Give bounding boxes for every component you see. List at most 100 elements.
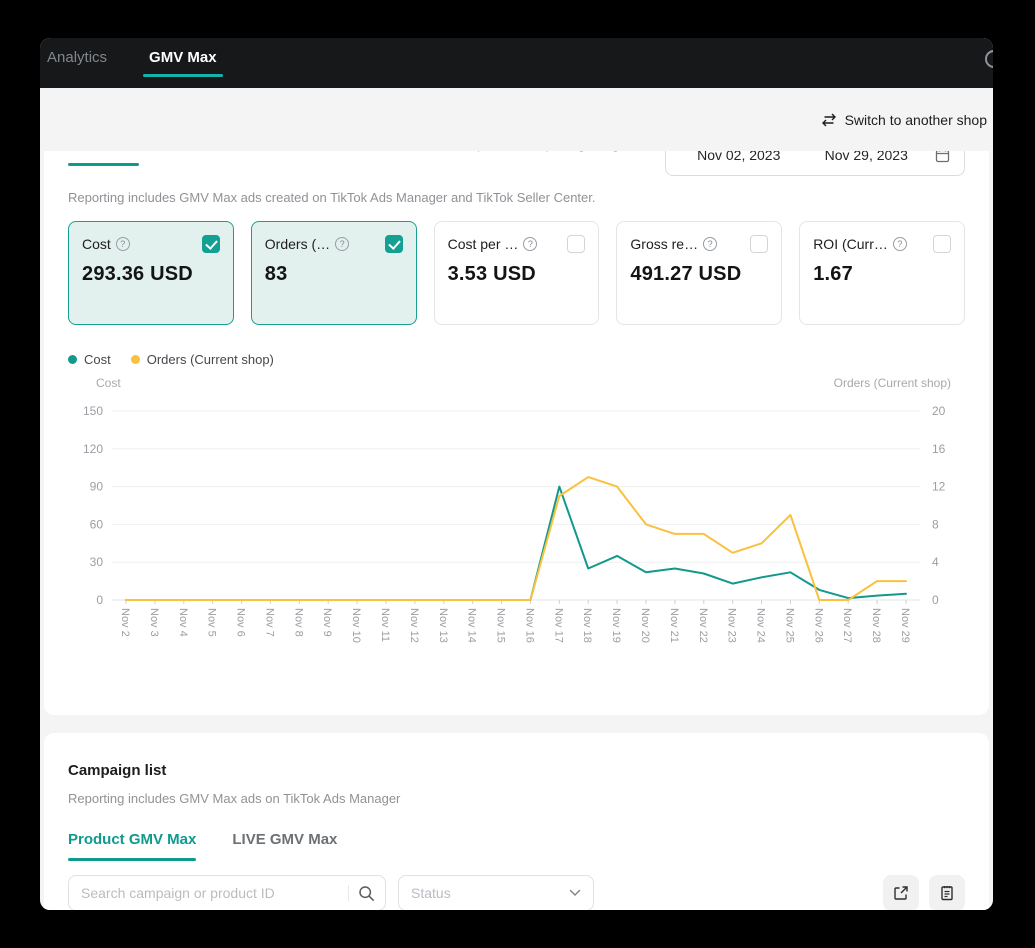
metric-card-cost[interactable]: Cost ? 293.36 USD bbox=[68, 221, 234, 325]
date-end: Nov 29, 2023 bbox=[824, 151, 908, 163]
svg-text:Nov 7: Nov 7 bbox=[263, 608, 275, 637]
help-icon[interactable]: ? bbox=[115, 237, 130, 251]
overview-tab-indicator bbox=[68, 163, 140, 166]
legend-item-orders[interactable]: Orders (Current shop) bbox=[130, 352, 274, 367]
metric-value: 3.53 USD bbox=[447, 263, 536, 285]
svg-text:Nov 22: Nov 22 bbox=[697, 608, 709, 643]
svg-text:30: 30 bbox=[90, 555, 104, 569]
tab-indicator bbox=[232, 858, 337, 861]
tab-overview[interactable]: Overview bbox=[68, 151, 140, 166]
overview-subtitle: Reporting includes GMV Max ads created o… bbox=[68, 190, 596, 205]
status-select[interactable]: Status bbox=[398, 875, 594, 910]
help-icon[interactable]: ? bbox=[523, 237, 538, 251]
metric-checkbox[interactable] bbox=[932, 235, 951, 253]
help-icon[interactable]: ? bbox=[335, 237, 350, 251]
report-button[interactable] bbox=[929, 875, 965, 910]
date-range-picker[interactable]: Nov 02, 2023 Nov 29, 2023 bbox=[665, 151, 965, 176]
metric-checkbox[interactable] bbox=[201, 235, 220, 253]
svg-text:Nov 23: Nov 23 bbox=[726, 608, 738, 643]
svg-text:Nov 19: Nov 19 bbox=[610, 608, 622, 643]
legend-dot-teal bbox=[68, 355, 77, 364]
metric-label: Gross re… bbox=[630, 236, 699, 252]
status-placeholder: Status bbox=[411, 885, 451, 901]
svg-text:16: 16 bbox=[932, 442, 946, 456]
legend-dot-yellow bbox=[130, 355, 140, 364]
campaign-search[interactable] bbox=[68, 875, 386, 910]
page-content: Overview (UTC+08:00) Hong Kong Time Nov … bbox=[40, 151, 993, 910]
clipped-profile-icon bbox=[985, 50, 993, 68]
campaign-tabs: Product GMV Max LIVE GMV Max bbox=[68, 830, 965, 861]
svg-text:150: 150 bbox=[83, 404, 103, 418]
switch-shop-label: Switch to another shop bbox=[844, 111, 987, 128]
svg-text:Nov 28: Nov 28 bbox=[870, 608, 882, 643]
timezone-label: (UTC+08:00) Hong Kong Time bbox=[475, 151, 651, 156]
svg-text:Nov 2: Nov 2 bbox=[119, 608, 131, 637]
svg-text:Nov 14: Nov 14 bbox=[466, 608, 478, 643]
svg-text:Nov 24: Nov 24 bbox=[755, 608, 767, 643]
svg-text:20: 20 bbox=[932, 404, 946, 418]
svg-text:Nov 4: Nov 4 bbox=[177, 608, 189, 637]
metric-checkbox[interactable] bbox=[384, 235, 403, 253]
svg-text:Nov 8: Nov 8 bbox=[292, 608, 304, 637]
metric-value: 1.67 bbox=[813, 263, 853, 285]
shop-toolbar: Switch to another shop bbox=[40, 88, 993, 151]
metric-checkbox[interactable] bbox=[750, 235, 769, 253]
legend-label: Cost bbox=[84, 352, 111, 367]
svg-text:120: 120 bbox=[83, 442, 103, 456]
app-header: Analytics GMV Max bbox=[40, 38, 993, 88]
campaign-list-card: Campaign list Reporting includes GMV Max… bbox=[44, 733, 989, 910]
swap-arrows-icon bbox=[821, 113, 836, 126]
svg-text:Nov 9: Nov 9 bbox=[321, 608, 333, 637]
calendar-icon bbox=[935, 151, 950, 162]
right-axis-title: Orders (Current shop) bbox=[833, 376, 951, 390]
metric-value: 491.27 USD bbox=[630, 263, 742, 285]
metric-label: Cost per … bbox=[447, 236, 519, 252]
metric-card-orders[interactable]: Orders (… ? 83 bbox=[250, 221, 417, 325]
svg-text:Nov 18: Nov 18 bbox=[581, 608, 593, 643]
tab-product-gmv-max[interactable]: Product GMV Max bbox=[68, 830, 197, 861]
left-axis-title: Cost bbox=[96, 376, 121, 390]
help-icon[interactable]: ? bbox=[892, 237, 907, 251]
tab-gmv-max-label: GMV Max bbox=[149, 49, 217, 66]
svg-text:Nov 29: Nov 29 bbox=[899, 608, 911, 643]
line-chart: 0 0 30 4 60 8 90 12 120 16 150 20 Nov 2 Nov 3 Nov 4 Nov… bbox=[68, 392, 965, 653]
tab-gmv-max[interactable]: GMV Max bbox=[143, 38, 223, 88]
tab-live-gmv-max[interactable]: LIVE GMV Max bbox=[232, 830, 337, 861]
svg-text:Nov 17: Nov 17 bbox=[552, 608, 564, 643]
svg-text:Nov 12: Nov 12 bbox=[408, 608, 420, 643]
divider bbox=[348, 885, 349, 901]
clipboard-icon bbox=[941, 886, 953, 901]
svg-text:60: 60 bbox=[90, 517, 104, 531]
metric-value: 293.36 USD bbox=[82, 263, 193, 285]
help-icon[interactable]: ? bbox=[703, 237, 718, 251]
metric-checkbox[interactable] bbox=[567, 235, 586, 253]
tab-analytics[interactable]: Analytics bbox=[41, 38, 113, 88]
tab-label: LIVE GMV Max bbox=[232, 831, 338, 848]
app-window: Analytics GMV Max Switch to another shop… bbox=[40, 38, 993, 910]
chart-legend: Cost Orders (Current shop) bbox=[68, 352, 965, 367]
svg-text:4: 4 bbox=[932, 555, 939, 569]
switch-shop-button[interactable]: Switch to another shop bbox=[821, 112, 987, 128]
svg-text:0: 0 bbox=[96, 593, 103, 607]
metric-card-gross-revenue[interactable]: Gross re… ? 491.27 USD bbox=[616, 221, 783, 325]
svg-text:Nov 15: Nov 15 bbox=[495, 608, 507, 643]
export-button[interactable] bbox=[883, 875, 919, 910]
metric-card-cost-per-order[interactable]: Cost per … ? 3.53 USD bbox=[433, 221, 600, 325]
export-icon bbox=[894, 886, 908, 900]
tab-analytics-label: Analytics bbox=[47, 49, 108, 66]
overview-tab-label: Overview bbox=[68, 151, 139, 156]
date-start: Nov 02, 2023 bbox=[697, 151, 781, 163]
svg-text:Nov 10: Nov 10 bbox=[350, 608, 362, 643]
svg-text:0: 0 bbox=[932, 593, 939, 607]
metric-label: ROI (Curr… bbox=[813, 236, 888, 252]
svg-text:12: 12 bbox=[932, 480, 946, 494]
svg-text:Nov 5: Nov 5 bbox=[206, 608, 218, 637]
legend-item-cost[interactable]: Cost bbox=[68, 352, 111, 367]
svg-text:Nov 6: Nov 6 bbox=[235, 608, 247, 637]
search-input[interactable] bbox=[81, 885, 344, 901]
metric-card-roi[interactable]: ROI (Curr… ? 1.67 bbox=[799, 221, 965, 325]
search-icon[interactable] bbox=[358, 885, 375, 902]
legend-label: Orders (Current shop) bbox=[146, 352, 274, 367]
svg-text:Nov 16: Nov 16 bbox=[523, 608, 535, 643]
svg-text:Nov 26: Nov 26 bbox=[812, 608, 824, 643]
